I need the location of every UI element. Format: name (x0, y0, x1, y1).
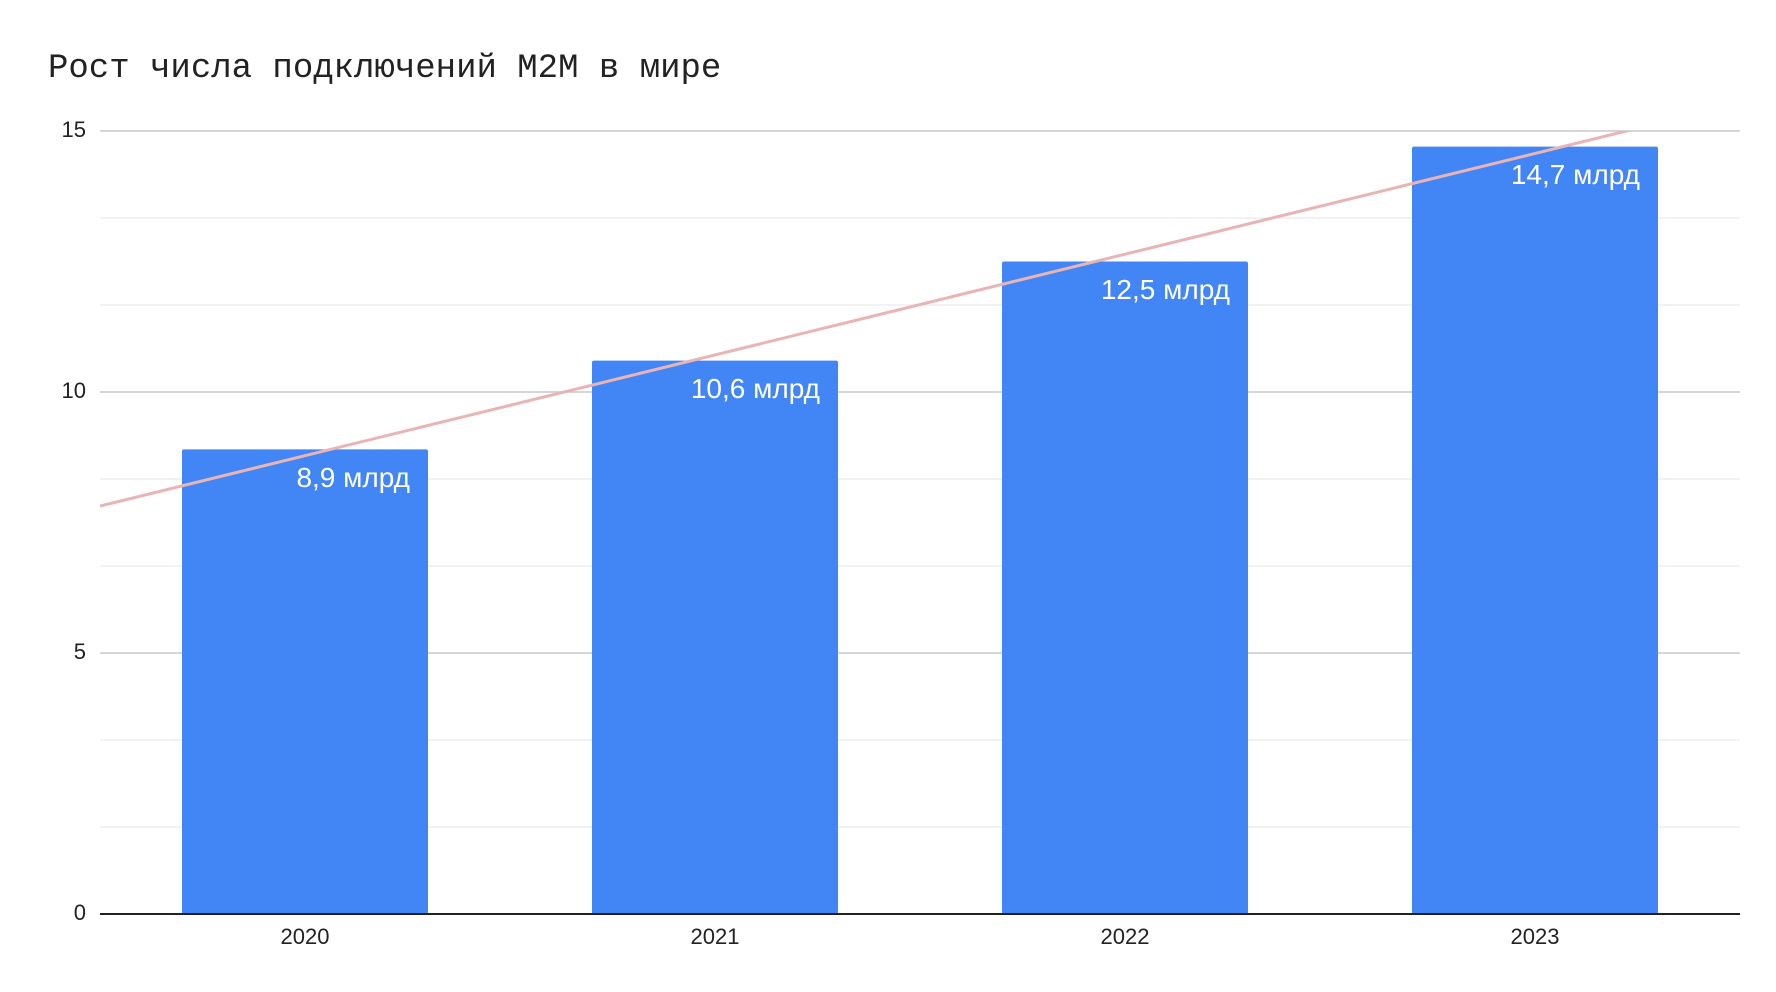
bar (1002, 261, 1248, 914)
x-tick-label: 2020 (281, 924, 330, 949)
x-tick-label: 2023 (1511, 924, 1560, 949)
chart-title: Рост числа подключений M2M в мире (48, 50, 721, 88)
y-tick-label: 15 (62, 117, 86, 142)
y-tick-label: 5 (74, 639, 86, 664)
y-tick-label: 10 (62, 378, 86, 403)
x-tick-label: 2021 (691, 924, 740, 949)
trendline (100, 131, 1633, 508)
bar (1412, 146, 1658, 914)
data-label: 12,5 млрд (1101, 274, 1230, 305)
x-tick-label: 2022 (1101, 924, 1150, 949)
bar (592, 360, 838, 914)
bar (182, 449, 428, 914)
trendline-group (100, 131, 1633, 508)
data-label: 8,9 млрд (296, 462, 410, 493)
data-label: 14,7 млрд (1511, 159, 1640, 190)
y-tick-label: 0 (74, 900, 86, 925)
data-label: 10,6 млрд (691, 373, 820, 404)
